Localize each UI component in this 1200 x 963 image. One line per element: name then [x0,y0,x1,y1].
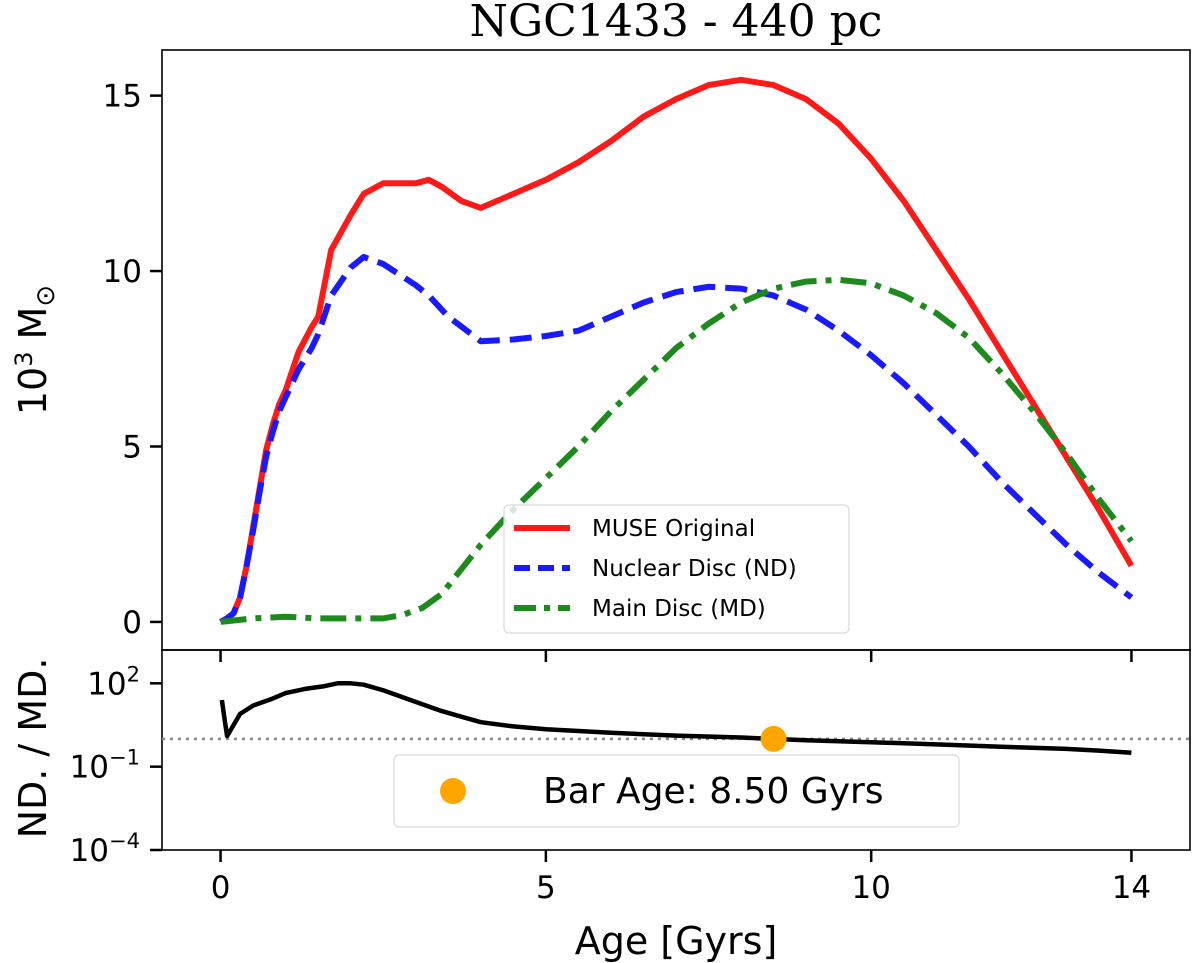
x-tick-label: 0 [211,870,231,906]
top-y-axis-label: 103 M⊙ [10,285,61,415]
top-y-tick-label: 5 [122,429,142,465]
bottom-legend-box [393,754,960,828]
x-tick-label: 5 [536,870,556,906]
bottom-y-axis-label: ND. / MD. [11,658,55,839]
bar-age-legend-marker [440,778,466,804]
bottom-y-ticks: 10−4 10−1 102 [70,662,162,869]
top-y-tick-label: 0 [122,605,142,641]
bottom-y-tick-label: 102 [87,662,140,702]
bar-age-marker [760,725,787,752]
bottom-legend: Bar Age: 8.50 Gyrs [393,754,960,828]
ratio-line [219,681,1132,756]
x-tick-label: 14 [1112,870,1151,906]
bottom-y-tick-label: 10−4 [70,829,140,869]
x-tick-label: 10 [851,870,890,906]
x-axis-label: Age [Gyrs] [575,919,778,963]
legend-label-0: MUSE Original [592,516,755,542]
top-y-tick-label: 10 [103,254,142,290]
series-line-2 [220,276,1134,625]
top-series-group [219,76,1134,625]
bar-age-legend-label: Bar Age: 8.50 Gyrs [543,771,884,812]
legend-label-2: Main Disc (MD) [592,596,766,622]
top-panel: 0 5 10 15 103 M⊙ MUSE Original Nuclear Disc … [10,49,1191,651]
series-line-1 [219,254,1134,625]
bottom-plot-frame [161,649,1191,851]
top-y-tick-label: 15 [103,79,142,115]
top-y-ticks: 0 5 10 15 [103,79,162,641]
bottom-y-tick-label: 10−1 [70,746,140,786]
top-legend-box [503,504,850,634]
legend-label-1: Nuclear Disc (ND) [592,556,797,582]
chart-title: NGC1433 - 440 pc [470,0,883,47]
top-legend: MUSE Original Nuclear Disc (ND) Main Disc … [503,504,850,634]
bottom-series-group [162,681,1190,756]
series-line-0 [219,76,1134,625]
bottom-x-ticks: 0 5 10 14 [211,650,1151,906]
